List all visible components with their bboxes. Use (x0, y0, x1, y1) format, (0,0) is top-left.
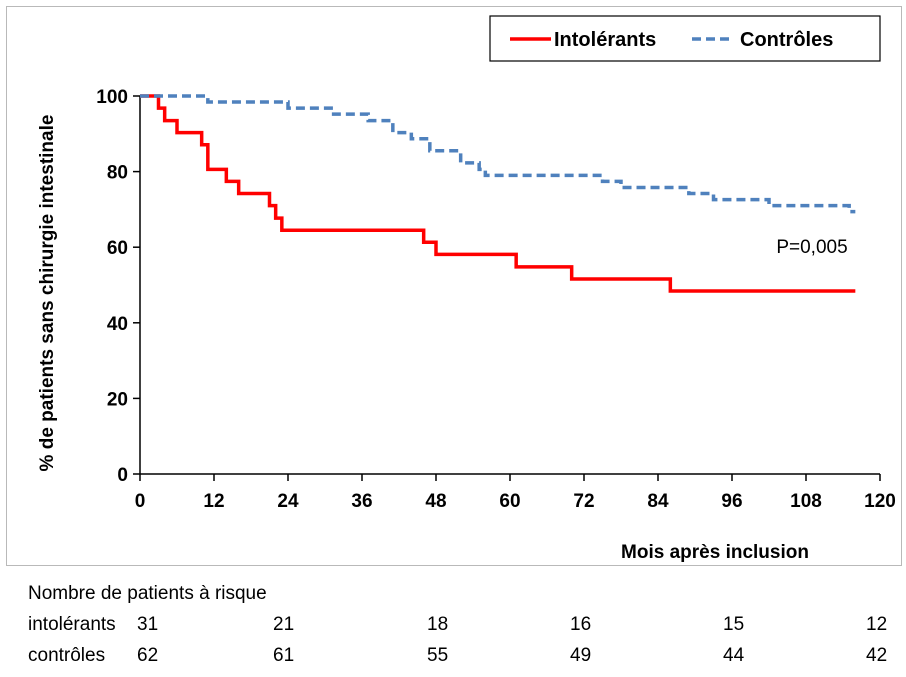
series-line-controles (140, 94, 856, 214)
y-tick-label: 0 (117, 465, 128, 486)
series-group (140, 94, 856, 293)
x-tick-label: 12 (203, 491, 224, 512)
p-value-annotation: P=0,005 (776, 237, 847, 258)
x-tick-label: 24 (277, 491, 299, 512)
legend-label-intolerants: Intolérants (554, 29, 656, 51)
series-line-intolerants (140, 94, 856, 293)
y-axis-title: % de patients sans chirurgie intestinale (37, 115, 58, 472)
legend-label-controles: Contrôles (740, 29, 833, 51)
x-tick-label: 0 (135, 491, 146, 512)
legend: Intolérants Contrôles (489, 15, 881, 62)
chart-frame (6, 6, 902, 566)
y-tick-label: 100 (96, 87, 128, 108)
x-tick-label: 120 (864, 491, 896, 512)
y-tick-label: 60 (107, 238, 128, 259)
x-tick-label: 60 (499, 491, 520, 512)
y-tick-label: 40 (107, 314, 128, 335)
x-tick-label: 72 (573, 491, 594, 512)
x-tick-label: 48 (425, 491, 446, 512)
x-tick-label: 84 (647, 491, 669, 512)
x-tick-label: 96 (721, 491, 742, 512)
y-tick-label: 80 (107, 163, 128, 184)
axes (139, 96, 880, 475)
x-tick-label: 108 (790, 491, 822, 512)
ticks: 0 20 40 60 80 100 0 12 24 36 48 60 72 84 96 108 120 (96, 87, 896, 512)
y-tick-label: 20 (107, 389, 128, 410)
x-axis-title: Mois après inclusion (621, 542, 809, 563)
legend-box (489, 15, 881, 62)
x-tick-label: 36 (351, 491, 372, 512)
